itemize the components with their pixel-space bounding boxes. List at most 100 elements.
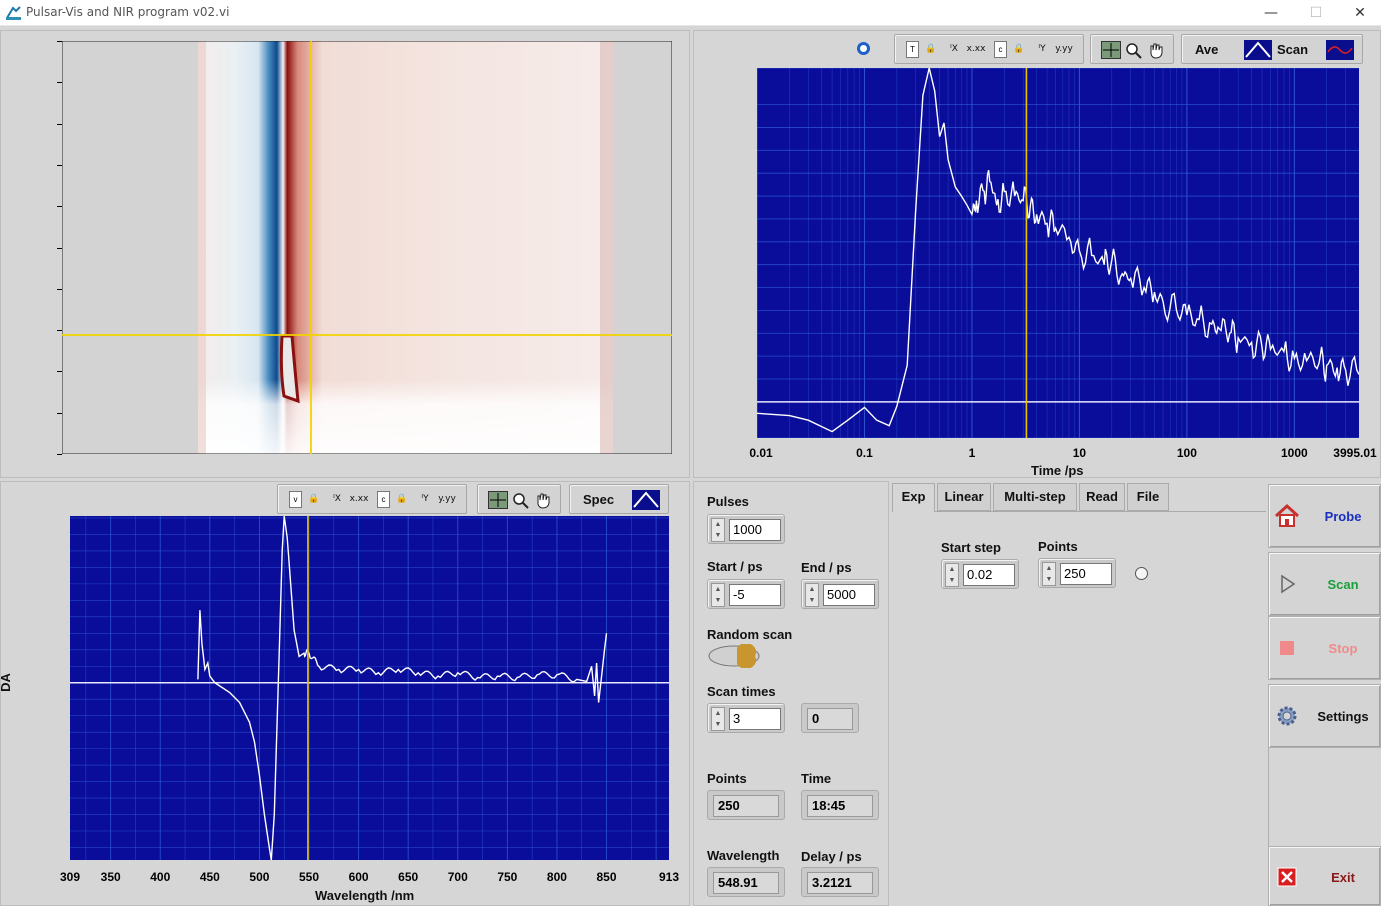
spectrum-x-tick-label: 650 — [398, 870, 419, 884]
random-scan-toggle[interactable] — [707, 644, 761, 668]
kinetic-x-tick-label: 1000 — [1280, 446, 1308, 460]
lock-icon[interactable]: 🔒 — [925, 44, 937, 54]
spectrum-series-line — [197, 516, 608, 860]
exp-points-spinner[interactable]: ▲ ▼ — [1042, 562, 1056, 586]
scan-times-control[interactable]: ▲ ▼ 3 — [707, 703, 785, 733]
legend-spec-label: Spec — [583, 492, 615, 507]
tab-multi-step[interactable]: Multi-step — [993, 483, 1077, 511]
end-control[interactable]: ▲ ▼ 5000 — [801, 579, 879, 609]
pulses-control[interactable]: ▲ ▼ 1000 — [707, 514, 785, 544]
kinetic-grid — [757, 68, 1359, 438]
kinetic-plot[interactable] — [757, 68, 1359, 438]
x-format-box[interactable]: T — [906, 41, 919, 58]
close-button[interactable]: ✕ — [1354, 5, 1366, 21]
start-control[interactable]: ▲ ▼ -5 — [707, 579, 785, 609]
y-precision-icon[interactable]: y.yy — [438, 494, 456, 504]
spectrum-y-axis-label: DA — [0, 673, 13, 692]
kinetic-x-tick-label: 100 — [1176, 446, 1197, 460]
legend-ave-label: Ave — [1195, 42, 1219, 57]
kinetic-x-tick-label: 0.1 — [856, 446, 873, 460]
start-spinner[interactable]: ▲ ▼ — [711, 583, 725, 607]
points-value: 250 — [713, 795, 779, 817]
x-autoscale-icon[interactable]: ᴵX — [333, 494, 341, 504]
spectrum-x-tick-label: 400 — [150, 870, 171, 884]
crosshair-icon[interactable] — [488, 491, 508, 509]
y-autoscale-icon[interactable]: ᴵY — [421, 494, 429, 504]
tab-exp[interactable]: Exp — [892, 483, 935, 512]
start-step-control[interactable]: ▲ ▼ 0.02 — [941, 559, 1019, 589]
y-format-box[interactable]: c — [377, 491, 390, 508]
tab-read[interactable]: Read — [1079, 483, 1125, 511]
scan-times-spinner[interactable]: ▲ ▼ — [711, 707, 725, 731]
ave-plot-style-icon[interactable] — [1244, 40, 1272, 60]
app-icon — [6, 6, 21, 20]
title-bar: Pulsar-Vis and NIR program v02.vi — ☐ ✕ — [0, 0, 1381, 26]
window-title: Pulsar-Vis and NIR program v02.vi — [26, 5, 230, 19]
exit-button[interactable]: Exit — [1268, 846, 1381, 906]
zoom-icon[interactable] — [1124, 41, 1142, 59]
wavelength-value: 548.91 — [713, 872, 779, 894]
legend-scan-label: Scan — [1277, 42, 1309, 57]
spectrum-x-tick-label: 600 — [348, 870, 369, 884]
time-value: 18:45 — [807, 795, 873, 817]
x-precision-icon[interactable]: x.xx — [966, 44, 986, 54]
kinetic-series-line — [757, 68, 1359, 433]
stop-label: Stop — [1328, 641, 1358, 656]
stop-icon — [1280, 641, 1294, 655]
start-step-label: Start step — [941, 540, 1001, 555]
probe-button[interactable]: Probe — [1268, 484, 1381, 548]
map-y-tick-mark — [57, 123, 62, 125]
map-y-tick-mark — [57, 164, 62, 166]
spectrum-x-tick-label: 750 — [497, 870, 518, 884]
minimize-button[interactable]: — — [1264, 5, 1278, 21]
kinetic-radio-icon[interactable] — [857, 42, 870, 55]
settings-button[interactable]: Settings — [1268, 684, 1381, 748]
x-precision-icon[interactable]: x.xx — [349, 494, 369, 504]
pulses-spinner[interactable]: ▲ ▼ — [711, 518, 725, 542]
pan-hand-icon[interactable] — [534, 491, 552, 509]
heatmap-plot[interactable] — [62, 41, 672, 454]
tab-file[interactable]: File — [1127, 483, 1169, 511]
scan-plot-style-icon[interactable] — [1326, 40, 1354, 60]
spec-plot-style-icon[interactable] — [632, 490, 660, 510]
wavelength-label: Wavelength — [707, 848, 780, 863]
exp-points-label: Points — [1038, 539, 1078, 554]
pan-hand-icon[interactable] — [1147, 41, 1165, 59]
scan-times-input[interactable]: 3 — [729, 708, 781, 730]
y-autoscale-icon[interactable]: ᴵY — [1038, 44, 1046, 54]
y-precision-icon[interactable]: y.yy — [1055, 44, 1073, 54]
spectrum-x-tick-label: 550 — [298, 870, 320, 884]
end-spinner[interactable]: ▲ ▼ — [805, 583, 819, 607]
spectrum-grid — [70, 516, 669, 860]
map-y-tick-mark — [57, 412, 62, 414]
x-format-box[interactable]: v — [289, 491, 302, 508]
tab-linear[interactable]: Linear — [937, 483, 991, 511]
scan-button[interactable]: Scan — [1268, 552, 1381, 616]
lock-icon[interactable]: 🔒 — [1013, 44, 1025, 54]
start-input[interactable]: -5 — [729, 584, 781, 606]
pulses-input[interactable]: 1000 — [729, 519, 781, 541]
exp-radio-button[interactable] — [1135, 567, 1148, 580]
exp-points-control[interactable]: ▲ ▼ 250 — [1038, 558, 1116, 588]
spectrum-plot-bg — [70, 516, 669, 860]
start-step-spinner[interactable]: ▲ ▼ — [945, 563, 959, 587]
spectrum-x-tick-label: 800 — [546, 870, 567, 884]
exp-points-input[interactable]: 250 — [1060, 563, 1112, 585]
map-y-tick-mark — [57, 206, 62, 208]
end-input[interactable]: 5000 — [823, 584, 875, 606]
side-spacer — [1268, 748, 1381, 846]
lock-icon[interactable]: 🔒 — [308, 494, 320, 504]
maximize-button[interactable]: ☐ — [1309, 5, 1323, 21]
crosshair-icon[interactable] — [1101, 41, 1121, 59]
scan-count-value: 0 — [807, 708, 853, 730]
y-format-box[interactable]: c — [994, 41, 1007, 58]
x-autoscale-icon[interactable]: ᴵX — [950, 44, 958, 54]
stop-button[interactable]: Stop — [1268, 616, 1381, 680]
map-y-tick-mark — [57, 82, 62, 84]
start-step-input[interactable]: 0.02 — [963, 564, 1015, 586]
gear-icon — [1277, 706, 1297, 726]
parameters-panel — [693, 481, 889, 906]
spectrum-plot[interactable] — [70, 516, 669, 860]
lock-icon[interactable]: 🔒 — [396, 494, 408, 504]
zoom-icon[interactable] — [511, 491, 529, 509]
